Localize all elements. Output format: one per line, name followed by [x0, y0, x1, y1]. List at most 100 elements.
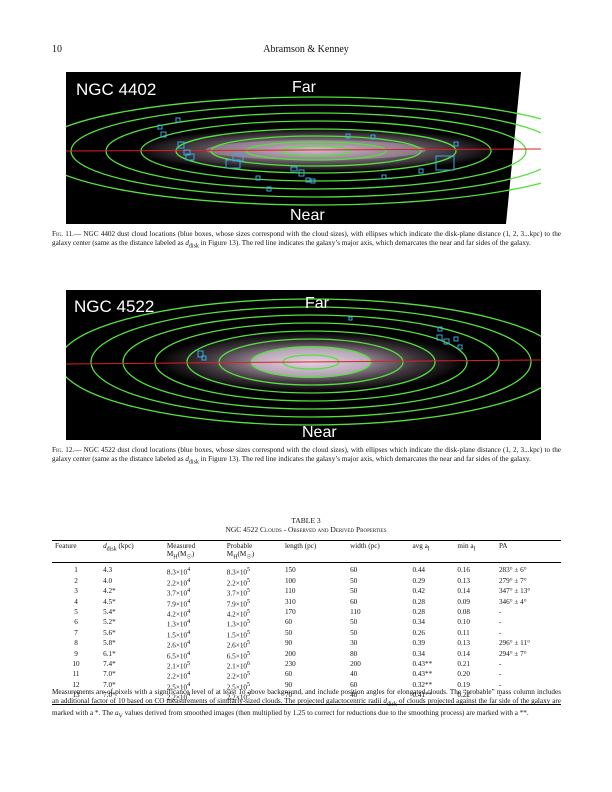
- cell-min: 0.13: [457, 639, 470, 648]
- running-head: Abramson & Kenney: [263, 44, 349, 55]
- cell-feature: 6: [74, 618, 78, 627]
- caption-label: Fig. 12.: [52, 446, 75, 454]
- cell-min: 0.08: [457, 608, 470, 616]
- notes-var2: a: [114, 709, 119, 718]
- caption-label: Fig. 11.: [52, 230, 74, 238]
- cell-min: 0.13: [457, 576, 470, 585]
- cell-pa: -: [498, 670, 502, 679]
- cell-measured: 2.6×104: [166, 640, 191, 650]
- table-title: NGC 4522 Clouds - Observed and Derived P…: [225, 525, 387, 534]
- cell-measured: 2.2×104: [166, 577, 191, 588]
- figure-11-caption: Fig. 11.— NGC 4402 dust cloud locations …: [52, 230, 561, 251]
- table-row: 13 7.0* 2.2×104 2.2×105 70 40 0.41** 0.22-: [52, 691, 561, 705]
- disk-distance-ellipses: [66, 298, 541, 426]
- table-row: 9 6.1* 6.5×104 6.5×105 200 80 0.34 0.14 294° ± 7…: [52, 650, 561, 660]
- cell-ddisk: 5.8*: [103, 639, 116, 648]
- cell-length: 310: [284, 597, 296, 606]
- cell-probable: 7.9×105: [226, 598, 251, 608]
- caption-text-end: in Figure 13). The red line indicates th…: [198, 239, 531, 247]
- cell-measured: 1.3×104: [166, 619, 191, 629]
- figure-12-svg: NGC 4522 Far Near: [66, 290, 541, 440]
- cell-probable: 2.2×105: [223, 691, 282, 705]
- cell-avg: 0.43**: [412, 659, 433, 668]
- cell-length: 100: [284, 576, 296, 585]
- cell-measured: 6.5×104: [166, 650, 191, 660]
- cell-min: 0.22: [454, 691, 496, 705]
- cell-width: 110: [350, 608, 361, 616]
- page-number: 10: [52, 44, 62, 55]
- cell-feature: 5: [74, 608, 78, 616]
- cell-min: 0.14: [457, 587, 470, 596]
- far-label: Far: [292, 79, 317, 96]
- cell-ddisk: 7.0*: [103, 680, 116, 689]
- cell-pa: -: [498, 680, 502, 689]
- galaxy-label: NGC 4522: [74, 297, 154, 316]
- cell-measured: 1.5×104: [166, 629, 191, 640]
- notes-text: Measurements are of pixels with a signif…: [52, 688, 561, 705]
- galaxy-label: NGC 4402: [76, 80, 156, 99]
- cell-feature: 7: [74, 628, 78, 637]
- cell-feature: 13: [52, 691, 101, 705]
- near-label: Near: [302, 424, 337, 440]
- cell-pa: 294° ± 7°: [498, 649, 527, 658]
- notes-text-mid: of clouds projected against the far side…: [52, 697, 561, 718]
- table-row: 8 5.8* 2.6×104 2.6×105 90 30 0.39 0.13 296° ± 11…: [52, 639, 561, 649]
- cell-min: 0.10: [457, 618, 470, 627]
- cell-length: 50: [284, 628, 293, 637]
- table-row: 4 4.5* 7.9×104 7.9×105 310 60 0.28 0.09 346° ± 4…: [52, 598, 561, 608]
- near-label: Near: [290, 207, 325, 224]
- cell-probable: 2.2×105: [226, 671, 251, 681]
- col-min: min al: [454, 539, 496, 564]
- cell-feature: 2: [74, 576, 78, 585]
- cell-measured: 2.1×105: [166, 660, 191, 671]
- cell-width: 40: [350, 670, 358, 679]
- cell-ddisk: 7.0*: [103, 670, 116, 679]
- cell-avg: 0.43**: [412, 670, 433, 679]
- cell-measured: 3.7×104: [166, 588, 191, 598]
- col-length: length (pc): [281, 539, 348, 564]
- cell-ddisk: 7.0*: [100, 691, 164, 705]
- cell-pa: 279° ± 7°: [498, 576, 527, 585]
- cell-avg: 0.28: [412, 597, 426, 606]
- cell-width: 30: [350, 639, 358, 648]
- table-row: 7 5.6* 1.5×104 1.5×105 50 50 0.26 0.11 -: [52, 629, 561, 639]
- table-label: TABLE 3: [291, 516, 321, 525]
- cell-width: 60: [350, 680, 358, 689]
- table-title-block: TABLE 3 NGC 4522 Clouds - Observed and D…: [0, 516, 612, 534]
- cell-pa: -: [498, 608, 502, 616]
- cell-avg: 0.42: [412, 587, 426, 596]
- cell-pa: 283° ± 6°: [498, 566, 527, 575]
- caption-sub: disk: [188, 243, 199, 250]
- cell-measured: 7.9×104: [166, 598, 191, 608]
- cell-probable: 1.5×105: [226, 629, 251, 640]
- major-axis-line: [66, 148, 541, 152]
- cell-ddisk: 7.4*: [103, 659, 116, 668]
- table-row: 2 4.0 2.2×104 2.2×105 100 50 0.29 0.13 279° ± 7°: [52, 577, 561, 587]
- col-width: width (pc): [347, 539, 410, 564]
- cell-probable: 2.5×105: [226, 681, 251, 692]
- cell-ddisk: 5.4*: [103, 608, 116, 616]
- cell-min: 0.19: [457, 680, 470, 689]
- cell-width: 40: [347, 691, 410, 705]
- cell-min: 0.09: [457, 597, 470, 606]
- cell-length: 60: [284, 670, 293, 679]
- cell-feature: 12: [72, 680, 80, 689]
- col-feature: Feature: [52, 539, 101, 564]
- cell-feature: 3: [74, 587, 78, 596]
- cell-ddisk: 4.0: [103, 576, 113, 585]
- table-row: 11 7.0* 2.2×104 2.2×105 60 40 0.43** 0.20 -: [52, 670, 561, 680]
- cell-probable: 2.6×105: [226, 640, 251, 650]
- cell-pa: -: [498, 659, 502, 668]
- cell-ddisk: 5.6*: [103, 628, 116, 637]
- cell-avg: 0.39: [412, 639, 426, 648]
- cell-feature: 8: [74, 639, 78, 648]
- col-probable: Probable MH(M☉): [223, 539, 282, 564]
- notes-sub: disk: [386, 701, 397, 708]
- cell-feature: 11: [72, 670, 80, 679]
- cell-avg: 0.29: [412, 576, 426, 585]
- cell-length: 70: [281, 691, 348, 705]
- cell-width: 60: [350, 597, 358, 606]
- col-measured: Measured MH(M☉): [163, 539, 224, 564]
- cell-measured: 8.3×104: [166, 567, 191, 577]
- cell-length: 90: [284, 639, 293, 648]
